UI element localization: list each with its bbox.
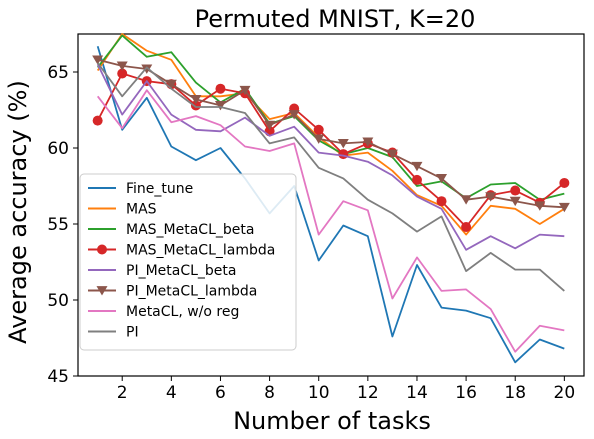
data-point: [190, 94, 202, 105]
data-point: [362, 137, 374, 147]
x-tick-label: 2: [117, 383, 128, 403]
data-point: [509, 196, 521, 207]
legend-item: MAS_MetaCL_lambda: [88, 243, 275, 259]
y-tick-label: 65: [47, 63, 69, 83]
data-point: [165, 79, 177, 90]
data-point: [460, 195, 472, 205]
data-point: [558, 202, 570, 213]
data-point: [313, 124, 324, 135]
data-point: [485, 192, 497, 202]
data-point: [116, 61, 128, 71]
series-line: [96, 89, 565, 353]
series-line: [96, 64, 565, 251]
x-tick-label: 16: [455, 383, 477, 403]
legend: Fine_tune MAS MAS_MetaCL_beta MAS_MetaCL_la…: [79, 173, 297, 351]
legend-marker: [97, 244, 107, 255]
data-point: [214, 101, 226, 111]
plot-frame: [77, 33, 585, 377]
plot-area: 2 4 6 8 10 12 14 16 18 20 45 50 55 60 65: [47, 33, 585, 403]
y-tick-label: 60: [47, 139, 69, 159]
legend-item: MAS: [88, 202, 157, 218]
legend-marker: [96, 286, 108, 296]
legend-label: MetaCL, w/o reg: [126, 304, 239, 320]
legend-label: PI_MetaCL_lambda: [126, 284, 257, 300]
legend-label: PI_MetaCL_beta: [126, 263, 236, 279]
series-pi-metacl-lambda: [92, 55, 570, 213]
series-fine-tune: [96, 45, 565, 364]
y-tick-label: 55: [47, 215, 69, 235]
series-line: [97, 58, 565, 209]
data-point: [534, 201, 546, 211]
x-tick-label: 18: [504, 383, 526, 403]
x-tick-label: 8: [264, 383, 275, 403]
data-point: [461, 222, 472, 233]
series-line: [96, 34, 565, 201]
legend-label: MAS_MetaCL_beta: [126, 222, 254, 238]
data-point: [190, 100, 201, 111]
x-axis-ticks: 2 4 6 8 10 12 14 16 18 20: [117, 376, 575, 403]
data-point: [92, 55, 104, 65]
data-point: [510, 185, 521, 196]
data-point: [92, 115, 103, 126]
x-tick-label: 4: [166, 383, 177, 403]
data-point: [288, 110, 300, 120]
data-point: [117, 68, 128, 79]
data-point: [436, 174, 448, 184]
x-tick-label: 6: [215, 383, 226, 403]
chart-title: Permuted MNIST, K=20: [195, 5, 476, 33]
series-metacl-w-o-reg: [96, 89, 565, 353]
legend-item: PI: [88, 325, 139, 341]
legend-items: Fine_tune MAS MAS_MetaCL_beta MAS_MetaCL_la…: [88, 181, 275, 341]
legend-label: MAS_MetaCL_lambda: [126, 243, 275, 259]
legend-label: Fine_tune: [126, 181, 193, 197]
legend-item: Fine_tune: [88, 181, 193, 197]
series-mas-metacl-beta: [96, 34, 565, 201]
data-point: [141, 64, 153, 74]
legend-label: PI: [126, 325, 139, 341]
legend-item: MAS_MetaCL_beta: [88, 222, 254, 238]
data-point: [215, 83, 226, 94]
legend-box: [79, 173, 297, 351]
data-point: [436, 196, 447, 207]
data-point: [559, 177, 570, 188]
x-tick-label: 14: [406, 383, 428, 403]
x-tick-label: 12: [357, 383, 379, 403]
legend-label: MAS: [126, 202, 157, 218]
x-tick-label: 10: [308, 383, 330, 403]
data-point: [386, 149, 398, 160]
data-point: [313, 134, 325, 144]
series-line: [96, 45, 565, 364]
data-point: [411, 174, 422, 185]
y-tick-label: 50: [47, 291, 69, 311]
data-point: [264, 120, 276, 131]
y-axis-title: Average accuracy (%): [4, 80, 32, 344]
x-axis-title: Number of tasks: [233, 407, 431, 435]
data-point: [411, 161, 423, 172]
series-pi: [96, 62, 565, 292]
x-tick-label: 20: [554, 383, 576, 403]
series-line: [96, 62, 565, 292]
series-lines: [92, 33, 570, 364]
y-tick-label: 45: [47, 367, 69, 387]
legend-item: MetaCL, w/o reg: [88, 304, 239, 320]
legend-item: PI_MetaCL_lambda: [88, 284, 257, 300]
data-point: [338, 149, 349, 160]
data-point: [337, 139, 349, 149]
series-pi-metacl-beta: [96, 64, 565, 251]
y-axis-ticks: 45 50 55 60 65: [47, 63, 78, 387]
legend-item: PI_MetaCL_beta: [88, 263, 236, 279]
data-point: [239, 85, 251, 96]
